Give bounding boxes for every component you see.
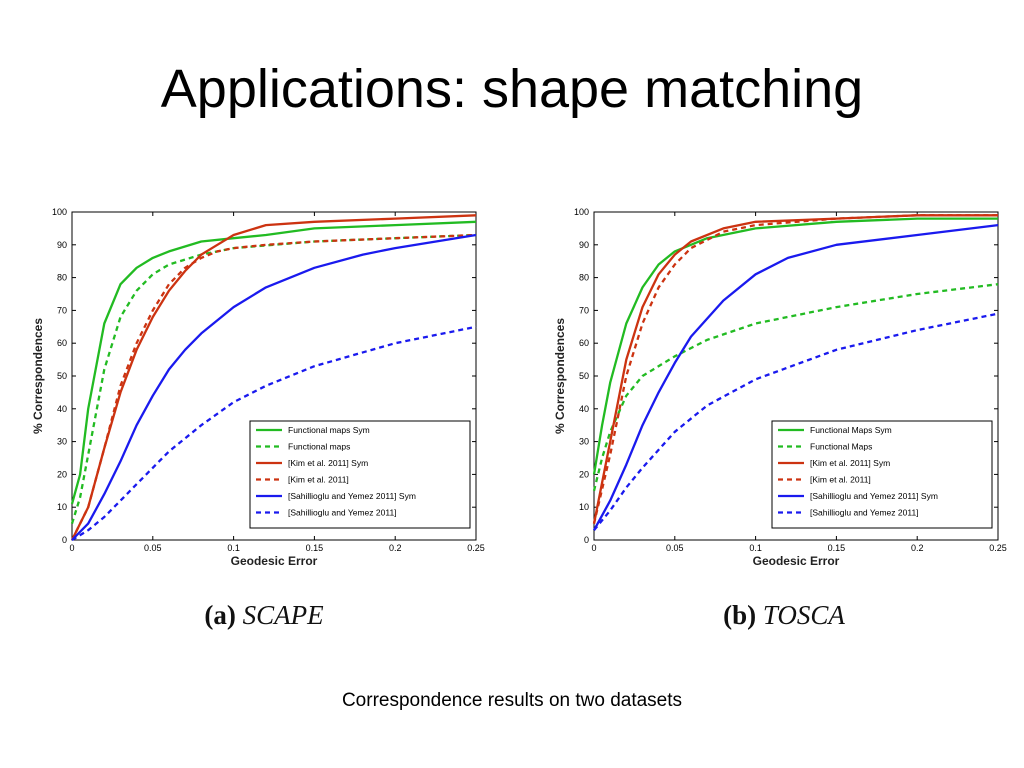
y-tick-label: 50 xyxy=(57,371,67,381)
y-tick-label: 50 xyxy=(579,371,589,381)
x-tick-label: 0.15 xyxy=(828,543,846,553)
x-tick-label: 0.25 xyxy=(989,543,1007,553)
x-tick-label: 0.2 xyxy=(911,543,924,553)
chart-panel-scape: 0 10 20 30 40 50 60 70 80 90 100 0 0.05 0.1 0.15 0.2 0.2… xyxy=(28,200,488,580)
caption-prefix: (b) xyxy=(723,600,757,630)
chart-panel-tosca: 0 10 20 30 40 50 60 70 80 90 100 0 0.05 0.1 0.15 0.2 0.2… xyxy=(550,200,1010,580)
slide-caption: Correspondence results on two datasets xyxy=(341,690,683,711)
y-tick-label: 10 xyxy=(57,502,67,512)
x-axis-label: Geodesic Error xyxy=(753,554,840,568)
x-tick-label: 0.1 xyxy=(749,543,762,553)
caption-name: SCAPE xyxy=(242,600,324,630)
chart-tosca: 0 10 20 30 40 50 60 70 80 90 100 0 0.05 0.1 0.15 0.2 0.2… xyxy=(553,207,1007,568)
series-line-5 xyxy=(593,312,999,531)
series-line-0 xyxy=(592,217,998,475)
x-tick-label: 0 xyxy=(69,543,74,553)
panel-caption-tosca: (b) TOSCA xyxy=(634,600,934,631)
legend-label: Functional Maps Sym xyxy=(810,425,892,435)
legend-label: Functional maps Sym xyxy=(288,425,370,435)
legend-label: [Sahillioglu and Yemez 2011] Sym xyxy=(288,491,416,501)
y-tick-label: 70 xyxy=(57,305,67,315)
legend-label: [Kim et al. 2011] xyxy=(810,475,871,485)
series-line-5 xyxy=(71,325,477,541)
panel-caption-scape: (a) SCAPE xyxy=(114,600,414,631)
y-tick-label: 70 xyxy=(579,305,589,315)
legend-label: [Sahillioglu and Yemez 2011] Sym xyxy=(810,491,938,501)
y-tick-label: 60 xyxy=(579,338,589,348)
y-tick-label: 100 xyxy=(574,207,589,217)
x-tick-label: 0.05 xyxy=(666,543,684,553)
legend-label: [Kim et al. 2011] Sym xyxy=(288,458,368,468)
y-tick-label: 30 xyxy=(57,437,67,447)
series-line-3 xyxy=(592,214,998,524)
slide-title: Applications: shape matching xyxy=(160,59,864,119)
legend-label: [Sahillioglu and Yemez 2011] xyxy=(288,508,397,518)
caption-prefix: (a) xyxy=(204,600,236,630)
y-axis-label: % Correspondences xyxy=(31,318,45,434)
x-tick-label: 0.1 xyxy=(227,543,240,553)
chart-scape: 0 10 20 30 40 50 60 70 80 90 100 0 0.05 0.1 0.15 0.2 0.2… xyxy=(31,207,485,568)
legend-label: [Sahillioglu and Yemez 2011] xyxy=(810,508,919,518)
legend-box xyxy=(771,420,993,529)
y-axis-label: % Correspondences xyxy=(553,318,567,434)
y-tick-label: 90 xyxy=(57,240,67,250)
legend-label: [Kim et al. 2011] Sym xyxy=(810,458,890,468)
y-tick-label: 10 xyxy=(579,502,589,512)
series-line-3 xyxy=(70,233,477,541)
caption-name: TOSCA xyxy=(762,600,845,630)
series-line-4 xyxy=(592,223,999,531)
x-axis-label: Geodesic Error xyxy=(231,554,318,568)
legend-label: Functional Maps xyxy=(810,442,872,452)
y-tick-label: 0 xyxy=(62,535,67,545)
y-tick-label: 40 xyxy=(579,404,589,414)
y-tick-label: 30 xyxy=(579,437,589,447)
series-line-4 xyxy=(71,233,477,541)
y-tick-label: 90 xyxy=(579,240,589,250)
y-tick-label: 0 xyxy=(584,535,589,545)
y-tick-label: 100 xyxy=(52,207,67,217)
y-tick-label: 80 xyxy=(579,273,589,283)
y-tick-label: 40 xyxy=(57,404,67,414)
y-tick-label: 20 xyxy=(579,469,589,479)
x-tick-label: 0 xyxy=(591,543,596,553)
series-line-0 xyxy=(70,220,477,505)
y-tick-label: 80 xyxy=(57,273,67,283)
x-tick-label: 0.15 xyxy=(306,543,324,553)
x-tick-label: 0.25 xyxy=(467,543,485,553)
x-tick-label: 0.2 xyxy=(389,543,402,553)
legend-label: Functional maps xyxy=(288,442,350,452)
series-line-1 xyxy=(592,283,999,492)
legend-label: [Kim et al. 2011] xyxy=(288,475,349,485)
y-tick-label: 20 xyxy=(57,469,67,479)
x-tick-label: 0.05 xyxy=(144,543,162,553)
y-tick-label: 60 xyxy=(57,338,67,348)
legend-box xyxy=(249,420,471,529)
